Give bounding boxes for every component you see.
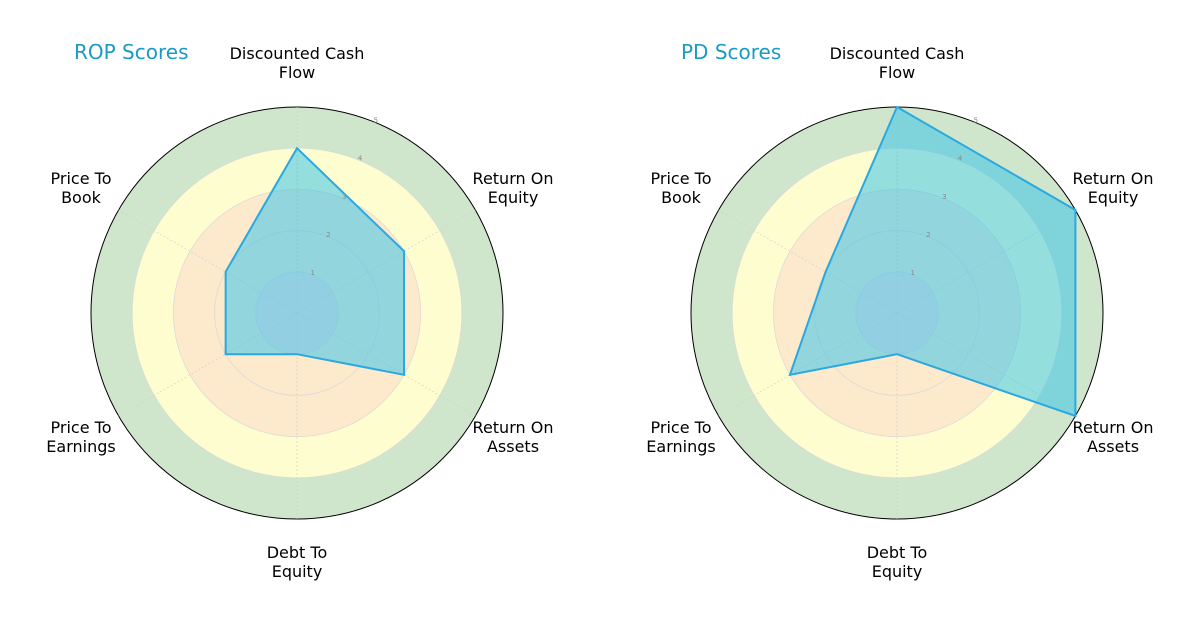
svg-text:5: 5 — [974, 117, 978, 125]
axis-label-pe: Price To Earnings — [46, 418, 116, 456]
svg-text:2: 2 — [326, 231, 330, 239]
axis-label-de: Debt To Equity — [866, 543, 928, 581]
axis-label-pb: Price To Book — [50, 169, 112, 207]
svg-text:4: 4 — [958, 155, 963, 163]
chart-title: PD Scores — [681, 40, 782, 64]
pd-radar-chart: 1 2 3 4 5 — [690, 105, 1104, 520]
axis-label-pb: Price To Book — [650, 169, 712, 207]
axis-label-pe: Price To Earnings — [646, 418, 716, 456]
data-polygon — [788, 105, 1077, 418]
axis-label-de: Debt To Equity — [266, 543, 328, 581]
axis-label-roa: Return On Assets — [472, 418, 554, 456]
svg-text:3: 3 — [942, 193, 946, 201]
axis-label-dcf: Discounted Cash Flow — [229, 44, 365, 82]
axis-label-dcf: Discounted Cash Flow — [829, 44, 965, 82]
axis-label-roa: Return On Assets — [1072, 418, 1154, 456]
svg-text:3: 3 — [342, 193, 346, 201]
svg-text:1: 1 — [311, 269, 315, 277]
svg-text:5: 5 — [374, 117, 378, 125]
data-polygon — [224, 146, 406, 377]
rop-radar-panel: ROP Scores 1 2 3 4 5 Discounted Cash Flow Re… — [46, 40, 554, 581]
svg-text:1: 1 — [911, 269, 915, 277]
svg-text:2: 2 — [926, 231, 930, 239]
rop-radar-chart: 1 2 3 4 5 — [90, 106, 504, 520]
axis-label-roe: Return On Equity — [472, 169, 554, 207]
axis-label-roe: Return On Equity — [1072, 169, 1154, 207]
pd-radar-panel: PD Scores 1 2 3 4 5 Discounted Cash Flow Ret… — [600, 0, 1200, 625]
chart-title: ROP Scores — [74, 40, 189, 64]
svg-text:4: 4 — [358, 155, 363, 163]
